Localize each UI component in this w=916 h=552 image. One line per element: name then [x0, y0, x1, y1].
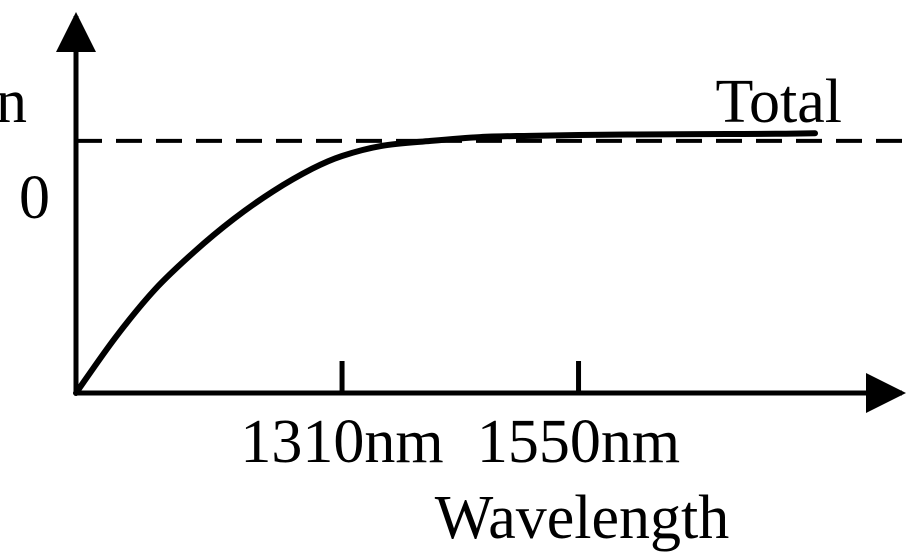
y-axis-label: n	[0, 68, 27, 136]
x-tick-marks	[339, 361, 582, 393]
series-label-total: Total	[715, 68, 842, 136]
x-tick-labels: 1310nm 1550nm	[240, 408, 680, 476]
y-tick-label-0: 0	[19, 164, 50, 232]
x-tick-label-1: 1550nm	[477, 408, 680, 476]
x-tick-label-0: 1310nm	[240, 408, 443, 476]
x-axis-label: Wavelength	[435, 484, 730, 552]
series-line-total	[73, 130, 819, 396]
